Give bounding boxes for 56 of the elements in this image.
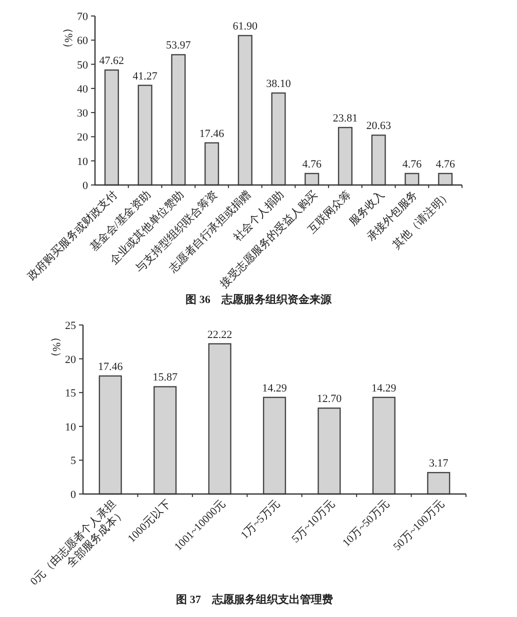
bar bbox=[404, 172, 420, 186]
bar bbox=[154, 386, 177, 495]
y-tick-label: 70 bbox=[77, 11, 88, 23]
y-tick-label: 60 bbox=[77, 35, 88, 48]
bar bbox=[338, 126, 352, 186]
data-label: 17.46 bbox=[98, 360, 124, 373]
bar bbox=[98, 375, 122, 495]
y-axis-title: （%） bbox=[62, 22, 74, 54]
y-tick-label: 40 bbox=[77, 83, 88, 96]
data-label: 23.81 bbox=[332, 112, 358, 125]
data-label: 12.70 bbox=[316, 393, 342, 406]
data-label: 4.76 bbox=[402, 158, 422, 171]
data-label: 61.90 bbox=[232, 20, 258, 33]
bar bbox=[204, 142, 220, 186]
bar bbox=[238, 34, 252, 186]
data-label: 15.87 bbox=[152, 372, 178, 384]
data-label: 3.17 bbox=[429, 458, 449, 470]
x-tick-label: 5万~10万元 bbox=[290, 498, 338, 546]
text: 图 37 志愿服务组织支出管理费 bbox=[176, 593, 333, 606]
x-tick-label: 1万~5万元 bbox=[238, 498, 283, 542]
bar bbox=[372, 396, 396, 495]
data-label: 17.46 bbox=[199, 128, 225, 140]
y-tick-label: 20 bbox=[77, 132, 88, 144]
data-label: 47.62 bbox=[99, 55, 124, 68]
y-tick-label: 30 bbox=[77, 108, 88, 120]
data-label: 14.29 bbox=[262, 382, 288, 394]
y-tick-label: 25 bbox=[65, 320, 76, 332]
data-label: 22.22 bbox=[207, 328, 232, 341]
bar bbox=[171, 54, 186, 186]
bar bbox=[208, 343, 232, 495]
data-label: 38.10 bbox=[266, 78, 292, 90]
y-tick-label: 10 bbox=[65, 421, 76, 434]
bar bbox=[371, 134, 386, 186]
y-tick-label: 10 bbox=[77, 156, 88, 168]
bar bbox=[427, 472, 450, 495]
data-label: 4.76 bbox=[436, 158, 456, 171]
bar bbox=[318, 408, 341, 495]
bar bbox=[271, 92, 286, 186]
text: 图 36 志愿服务组织资金来源 bbox=[186, 293, 332, 306]
bar bbox=[262, 396, 286, 495]
bar bbox=[304, 172, 320, 186]
y-tick-label: 50 bbox=[77, 59, 88, 72]
y-axis-title: （%） bbox=[50, 331, 62, 363]
bar bbox=[438, 172, 453, 186]
bar bbox=[138, 84, 152, 186]
x-tick-label: 10万~50万元 bbox=[340, 498, 392, 550]
bar bbox=[104, 69, 119, 186]
data-label: 41.27 bbox=[132, 70, 158, 82]
data-label: 4.76 bbox=[302, 158, 322, 171]
y-tick-label: 15 bbox=[65, 388, 76, 400]
y-tick-label: 20 bbox=[65, 354, 76, 366]
data-label: 14.29 bbox=[372, 382, 397, 394]
y-tick-label: 0 bbox=[82, 180, 88, 192]
y-tick-label: 5 bbox=[70, 455, 76, 468]
data-label: 53.97 bbox=[166, 40, 192, 52]
data-label: 20.63 bbox=[366, 120, 392, 132]
